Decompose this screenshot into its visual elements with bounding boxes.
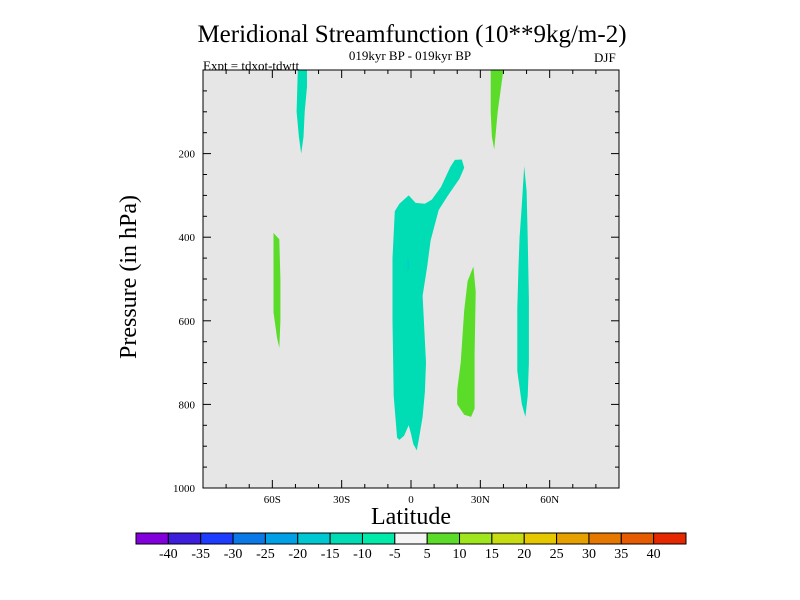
- colorbar-swatch: [264, 532, 299, 545]
- contour-region-nh-midlat-negative: [517, 166, 529, 417]
- colorbar-swatch: [361, 532, 396, 545]
- colorbar-label: 5: [424, 547, 431, 562]
- y-tick-label: 1000: [173, 483, 196, 495]
- colorbar-label: 15: [485, 547, 499, 562]
- y-tick-label: 600: [179, 316, 196, 328]
- contour-region-tropical-inner-negative: [407, 258, 409, 272]
- colorbar-swatch: [556, 532, 590, 545]
- colorbar-swatch: [329, 532, 363, 545]
- x-tick-label: 30S: [333, 494, 350, 506]
- colorbar-swatch: [232, 532, 266, 545]
- colorbar-swatch: [297, 532, 331, 545]
- colorbar-swatch: [620, 532, 655, 545]
- colorbar-swatch: [135, 532, 169, 545]
- colorbar-label: -5: [389, 547, 401, 562]
- colorbar-label: 35: [614, 547, 628, 562]
- colorbar-swatch: [588, 532, 622, 545]
- colorbar-swatch: [523, 532, 558, 545]
- colorbar-label: -30: [224, 547, 243, 562]
- contour-region-sh-mid-positive: [273, 233, 281, 348]
- x-tick-label: 60S: [264, 494, 281, 506]
- x-tick-label: 0: [408, 494, 414, 506]
- contour-region-sh-upper-negative: [296, 70, 307, 154]
- colorbar-label: -25: [256, 547, 275, 562]
- chart-subtitle: 019kyr BP - 019kyr BP: [349, 48, 471, 63]
- colorbar-swatch: [394, 532, 428, 545]
- colorbar-label: 30: [582, 547, 596, 562]
- contour-region-nh-upper-positive: [490, 70, 504, 150]
- y-tick-label: 400: [179, 232, 196, 244]
- colorbar-label: 25: [550, 547, 564, 562]
- y-axis-ticks: 200 400 600 800 1000: [173, 149, 619, 495]
- chart-title: Meridional Streamfunction (10**9kg/m-2): [197, 21, 626, 48]
- x-axis-title: Latitude: [371, 504, 451, 530]
- contour-region-nh-mid-positive: [457, 266, 476, 417]
- colorbar-swatch: [426, 532, 461, 545]
- colorbar-label: 10: [453, 547, 467, 562]
- contour-region-tropical-negative-main: [392, 159, 465, 451]
- experiment-label: Expt = tdxot-tdwtt: [203, 58, 300, 73]
- colorbar-swatch: [459, 532, 493, 545]
- x-tick-label: 30N: [471, 494, 490, 506]
- x-tick-label: 60N: [540, 494, 559, 506]
- colorbar: [135, 532, 687, 545]
- season-label: DJF: [594, 50, 616, 65]
- colorbar-label: -40: [159, 547, 178, 562]
- minor-ticks: [203, 70, 619, 488]
- colorbar-label: 20: [517, 547, 531, 562]
- colorbar-label: -15: [321, 547, 340, 562]
- colorbar-label: 40: [647, 547, 661, 562]
- colorbar-swatch: [200, 532, 234, 545]
- contour-regions: [273, 70, 529, 451]
- colorbar-swatch: [167, 532, 202, 545]
- colorbar-label: -35: [191, 547, 210, 562]
- x-axis-ticks: 60S 30S 0 30N 60N: [264, 70, 559, 506]
- colorbar-label: -20: [288, 547, 307, 562]
- y-tick-label: 200: [179, 149, 196, 161]
- y-axis-title: Pressure (in hPa): [116, 195, 142, 359]
- colorbar-swatch: [491, 532, 525, 545]
- colorbar-swatch: [653, 532, 687, 545]
- plot-frame: [202, 69, 620, 489]
- colorbar-label: -10: [353, 547, 372, 562]
- colorbar-labels: -40 -35 -30 -25 -20 -15 -10 -5 5 10 15 20 25 30 35 40: [159, 547, 661, 562]
- y-tick-label: 800: [179, 399, 196, 411]
